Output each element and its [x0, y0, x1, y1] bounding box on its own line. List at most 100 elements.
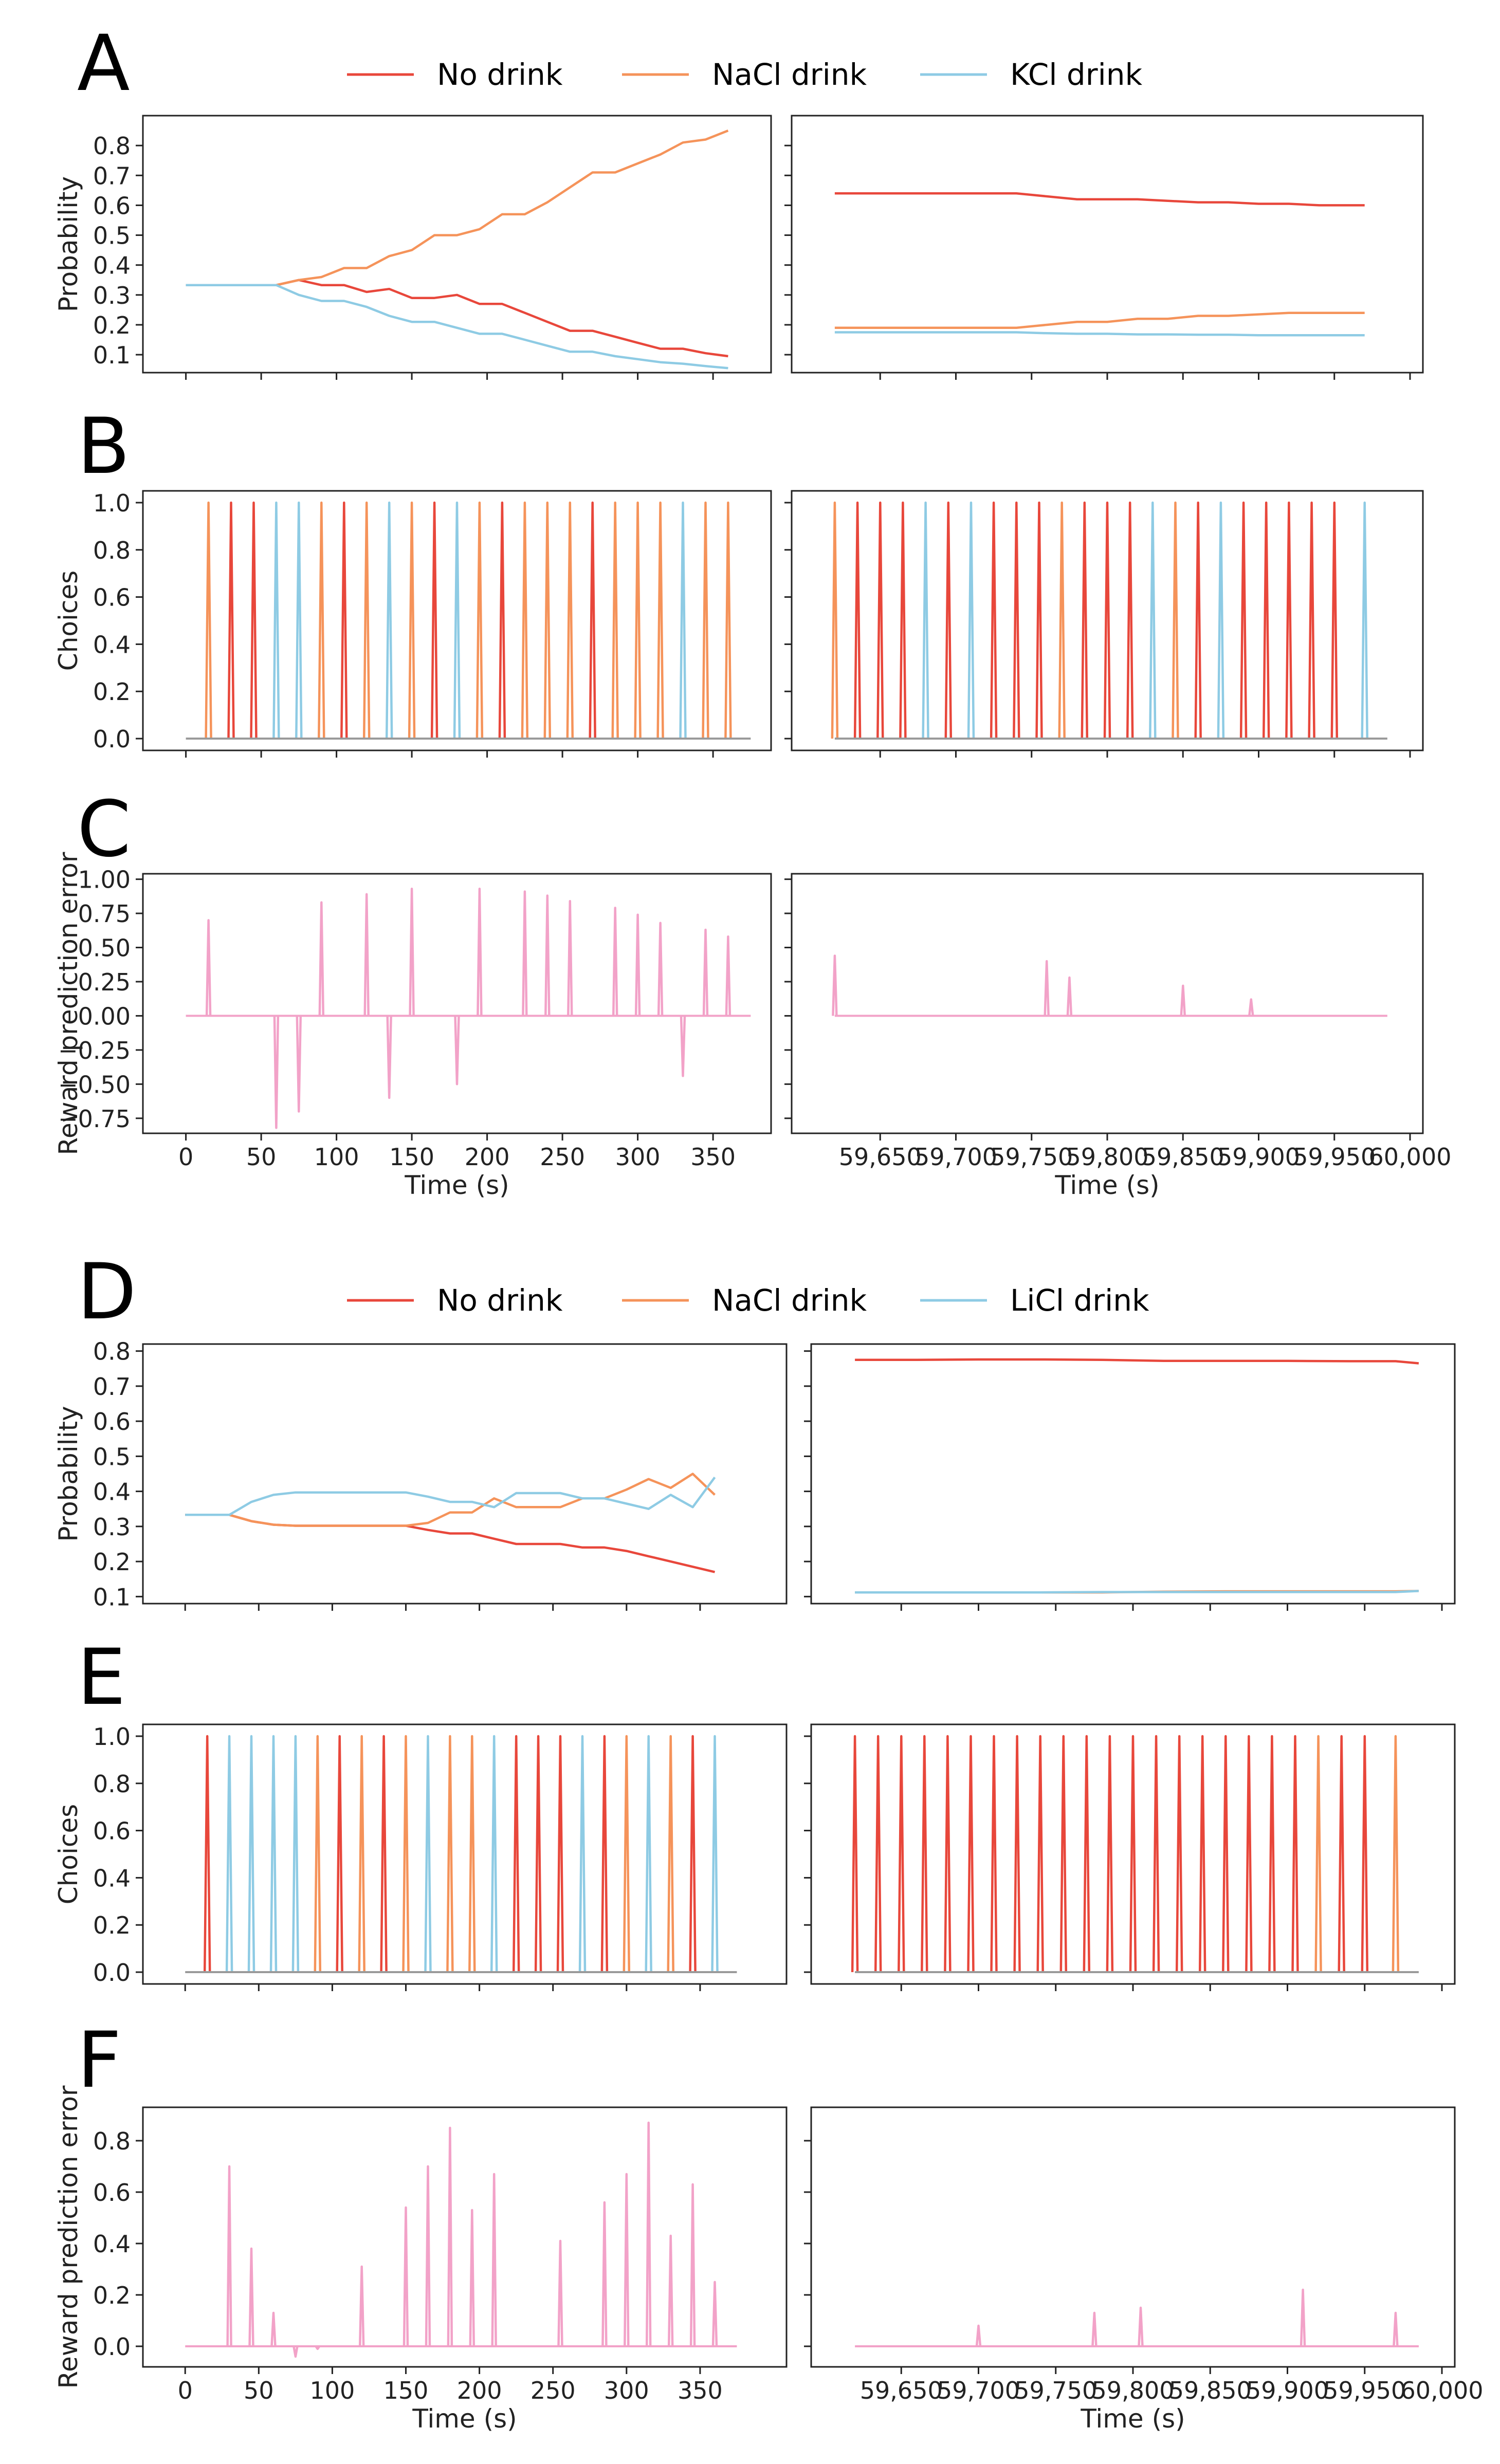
plot-frame-c-left [142, 873, 772, 1134]
spike-rpe [832, 954, 838, 1016]
spike-rpe [403, 2206, 409, 2347]
x-tick-label: 50 [246, 1143, 277, 1171]
y-tick-label: 0.6 [93, 1408, 131, 1436]
chart-d-right [804, 1343, 1456, 1611]
spike-nacl [318, 501, 325, 739]
y-tick-label: −0.25 [58, 1037, 131, 1064]
x-tick-label: 59,650 [860, 2377, 943, 2404]
spike-kcl [272, 501, 280, 739]
spike-kcl [453, 501, 461, 739]
chart-c-left: −0.75 −0.50 −0.25 0.00 0.25 0.50 0.75 1.00 0 50 10… [53, 852, 772, 1200]
x-axis-label: Time (s) [1054, 1170, 1159, 1200]
y-tick-label: 0.25 [78, 968, 131, 996]
plot-frame-d-right [810, 1343, 1456, 1605]
spike-no-drink [498, 501, 506, 739]
y-tick-label: 0.1 [93, 1583, 131, 1611]
spike-rpe [1091, 2311, 1097, 2347]
spike-no-drink [1035, 501, 1043, 739]
spike-no-drink [1239, 501, 1248, 739]
spike-licl [269, 1735, 278, 1973]
spike-no-drink [851, 1735, 859, 1973]
spike-kcl [967, 501, 975, 739]
spike-kcl [295, 501, 303, 739]
spike-nacl [543, 501, 552, 739]
y-tick-label: 0.4 [93, 631, 131, 658]
spike-rpe [1138, 2306, 1144, 2347]
spike-rpe [645, 2121, 652, 2347]
y-tick-label: 0.4 [93, 252, 131, 280]
spike-rpe [248, 2247, 254, 2347]
spike-kcl [1361, 501, 1368, 739]
chart-e-left: 0.0 0.2 0.4 0.6 0.8 1.0 Choices [53, 1723, 788, 1991]
spike-licl [490, 1735, 498, 1973]
spike-nacl [1314, 1735, 1322, 1973]
spike-no-drink [1245, 1735, 1253, 1973]
y-tick-label: 1.0 [93, 1723, 131, 1751]
spike-no-drink [1285, 501, 1293, 739]
spike-no-drink [430, 501, 438, 739]
chart-c-right: 59,65059,70059,75059,80059,85059,90059,9… [784, 873, 1451, 1200]
x-tick-label: 59,700 [914, 1143, 997, 1171]
spike-nacl [611, 501, 619, 739]
spike-no-drink [556, 1735, 564, 1973]
plot-frame-a-left [142, 115, 772, 374]
spike-no-drink [1103, 501, 1111, 739]
spike-rpe [624, 2173, 630, 2347]
spike-rpe [667, 2234, 674, 2347]
spike-no-drink [589, 501, 596, 739]
spike-licl [225, 1735, 233, 1973]
plot-frame-f-left [142, 2106, 788, 2368]
y-tick-label: 1.0 [93, 489, 131, 517]
spike-rpe [657, 922, 664, 1016]
y-tick-label: 0.2 [93, 1911, 131, 1939]
x-tick-label: 60,000 [1401, 2377, 1484, 2404]
y-tick-label: 0.6 [93, 192, 131, 219]
spike-no-drink [899, 501, 907, 739]
chart-e-right [804, 1723, 1456, 1991]
spike-nacl [468, 1735, 476, 1973]
spike-rpe [702, 928, 709, 1016]
chart-f-left: 0.0 0.2 0.4 0.6 0.8 0 50 100 150 200 250 300 350 Rewa… [53, 2085, 788, 2434]
legend-bottom-label-nacl: NaCl drink [712, 1283, 867, 1318]
spike-rpe [680, 1016, 686, 1077]
spike-rpe [358, 2265, 365, 2347]
spike-no-drink [967, 1735, 975, 1973]
series-line-licl [185, 1476, 716, 1516]
panel-label-d: D [77, 1247, 137, 1337]
spike-rpe [425, 2165, 431, 2347]
legend-top-label-no-drink: No drink [437, 57, 563, 92]
spike-rpe [544, 894, 551, 1016]
spike-rpe [522, 890, 528, 1016]
spike-no-drink [1175, 1735, 1183, 1973]
spike-no-drink [876, 501, 884, 739]
x-tick-label: 59,850 [1169, 2377, 1252, 2404]
spike-licl [711, 1735, 719, 1973]
spike-no-drink [944, 501, 953, 739]
x-tick-label: 59,800 [1066, 1143, 1149, 1171]
y-tick-label: 0.8 [93, 2127, 131, 2155]
spike-nacl [1392, 1735, 1400, 1973]
y-tick-label: 0.6 [93, 2179, 131, 2206]
spike-nacl [702, 501, 709, 739]
x-tick-label: 250 [540, 1143, 585, 1171]
x-tick-label: 100 [310, 2377, 355, 2404]
series-line-no-drink [186, 279, 728, 358]
legend-bottom: No drink NaCl drink LiCl drink [347, 1283, 1149, 1318]
panel-label-c: C [77, 785, 131, 874]
series-line-kcl [186, 284, 728, 370]
y-tick-label: 0.00 [78, 1002, 131, 1030]
spike-no-drink [944, 1735, 952, 1973]
spike-rpe [711, 2281, 718, 2347]
legend-bottom-label-no-drink: No drink [437, 1283, 563, 1318]
spike-rpe [273, 1016, 280, 1129]
plot-frame-d-left [142, 1343, 788, 1605]
spike-no-drink [1129, 1735, 1137, 1973]
spike-no-drink [227, 501, 235, 739]
x-tick-label: 59,700 [937, 2377, 1020, 2404]
spike-nacl [656, 501, 664, 739]
legend-bottom-label-licl: LiCl drink [1010, 1283, 1149, 1318]
y-tick-label: −0.50 [58, 1071, 131, 1098]
x-tick-label: 50 [244, 2377, 274, 2404]
spike-nacl [314, 1735, 322, 1973]
